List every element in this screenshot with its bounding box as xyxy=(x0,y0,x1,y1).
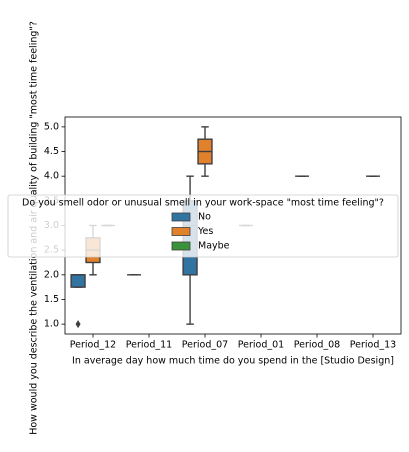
legend-label: Yes xyxy=(197,226,213,237)
x-tick-label: Period_12 xyxy=(70,340,116,351)
legend-swatch xyxy=(171,212,191,222)
outlier xyxy=(75,320,81,329)
legend-label: Maybe xyxy=(198,241,230,252)
y-tick-label: 4.0 xyxy=(44,171,59,182)
legend: Do you smell odor or unusual smell in yo… xyxy=(7,194,399,258)
y-tick-label: 1.0 xyxy=(44,319,59,330)
y-tick-label: 4.5 xyxy=(44,146,59,157)
y-tick-label: 1.5 xyxy=(44,294,59,305)
legend-box xyxy=(7,194,399,258)
legend-title: Do you smell odor or unusual smell in yo… xyxy=(22,198,384,209)
x-tick-label: Period_01 xyxy=(238,340,284,351)
x-tick-label: Period_08 xyxy=(294,340,340,351)
y-tick-label: 2.0 xyxy=(44,269,59,280)
x-tick-label: Period_07 xyxy=(182,340,228,351)
box xyxy=(70,274,86,288)
legend-label: No xyxy=(198,212,211,223)
legend-swatch xyxy=(171,241,191,251)
x-tick-label: Period_13 xyxy=(350,340,396,351)
x-tick-label: Period_11 xyxy=(126,340,172,351)
legend-swatch xyxy=(171,227,191,236)
y-tick-label: 5.0 xyxy=(44,121,59,132)
x-axis-label: In average day how much time do you spen… xyxy=(72,356,394,367)
